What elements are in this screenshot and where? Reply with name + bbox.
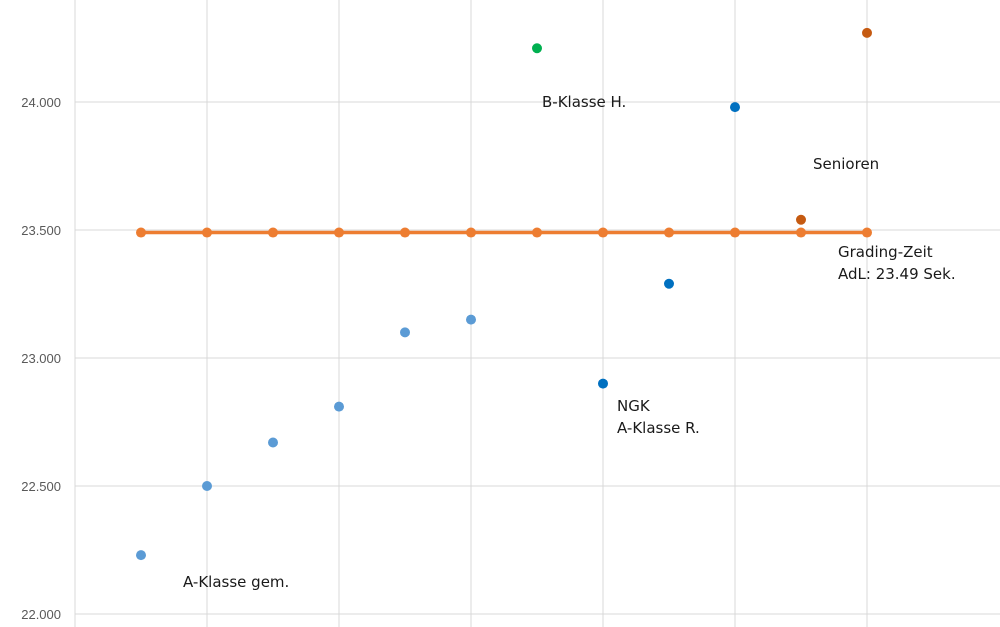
data-point-series-2 bbox=[730, 102, 740, 113]
annotation-line: A-Klasse gem. bbox=[183, 573, 289, 591]
annotations-layer: A-Klasse gem. B-Klasse H. NGK A-Klasse R. Se… bbox=[183, 93, 956, 591]
data-point-series-0 bbox=[400, 227, 410, 238]
data-point-series-0 bbox=[664, 227, 674, 238]
data-point-series-1 bbox=[466, 314, 476, 325]
annotation-label: B-Klasse H. bbox=[542, 93, 626, 111]
data-point-series-1 bbox=[136, 550, 146, 561]
annotation-line: A-Klasse R. bbox=[617, 419, 700, 437]
data-point-series-0 bbox=[532, 227, 542, 238]
data-point-series-0 bbox=[466, 227, 476, 238]
annotation-line: Grading-Zeit bbox=[838, 243, 933, 261]
annotation-label: NGK A-Klasse R. bbox=[617, 397, 700, 437]
data-point-series-1 bbox=[334, 401, 344, 412]
annotation-label: Senioren bbox=[813, 155, 879, 173]
data-point-series-2 bbox=[598, 378, 608, 389]
data-point-series-4 bbox=[796, 214, 806, 225]
y-axis-tick-labels: 22.000 22.500 23.000 23.500 24.000 bbox=[21, 95, 61, 622]
data-point-series-0 bbox=[598, 227, 608, 238]
annotation-line: AdL: 23.49 Sek. bbox=[838, 265, 956, 283]
y-tick-label: 23.000 bbox=[21, 351, 61, 366]
data-point-series-0 bbox=[796, 227, 806, 238]
data-point-series-0 bbox=[202, 227, 212, 238]
data-point-series-2 bbox=[664, 278, 674, 289]
data-point-series-4 bbox=[862, 27, 872, 38]
data-point-series-1 bbox=[400, 327, 410, 338]
annotation-label: Grading-Zeit AdL: 23.49 Sek. bbox=[838, 243, 956, 283]
data-point-series-1 bbox=[202, 481, 212, 491]
data-point-series-0 bbox=[334, 227, 344, 238]
y-tick-label: 22.500 bbox=[21, 479, 61, 494]
y-tick-label: 22.000 bbox=[21, 607, 61, 622]
y-tick-label: 23.500 bbox=[21, 223, 61, 238]
series-layer bbox=[136, 27, 872, 561]
y-tick-label: 24.000 bbox=[21, 95, 61, 110]
data-point-series-0 bbox=[730, 227, 740, 238]
data-point-series-0 bbox=[862, 227, 872, 238]
annotation-line: NGK bbox=[617, 397, 651, 415]
data-point-series-0 bbox=[268, 227, 278, 238]
data-point-series-0 bbox=[136, 227, 146, 238]
annotation-line: B-Klasse H. bbox=[542, 93, 626, 111]
data-point-series-1 bbox=[268, 437, 278, 448]
annotation-line: Senioren bbox=[813, 155, 879, 173]
grid-layer bbox=[74, 0, 1000, 627]
data-point-series-3 bbox=[532, 43, 542, 54]
annotation-label: A-Klasse gem. bbox=[183, 573, 289, 591]
